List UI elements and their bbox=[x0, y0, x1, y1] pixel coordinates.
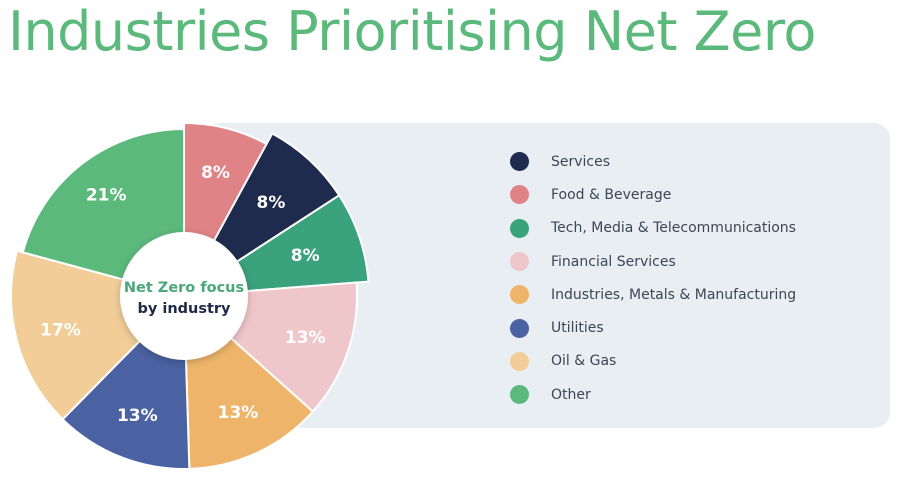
legend-item: Food & Beverage bbox=[510, 178, 796, 211]
legend-item: Oil & Gas bbox=[510, 345, 796, 378]
legend-swatch bbox=[510, 318, 529, 338]
legend-swatch bbox=[510, 185, 529, 205]
center-label-line-1: Net Zero focus bbox=[124, 280, 244, 296]
legend-item: Utilities bbox=[510, 311, 796, 344]
legend-item: Industries, Metals & Manufacturing bbox=[510, 278, 796, 311]
center-label-line-2: by industry bbox=[137, 301, 231, 317]
legend-label: Industries, Metals & Manufacturing bbox=[551, 286, 797, 303]
slice-value-label: 8% bbox=[291, 246, 320, 266]
slice-value-label: 21% bbox=[86, 185, 127, 205]
legend-label: Food & Beverage bbox=[551, 186, 672, 203]
slice-value-label: 8% bbox=[256, 193, 285, 213]
donut-center bbox=[120, 232, 248, 360]
legend-swatch bbox=[510, 385, 529, 405]
legend-swatch bbox=[510, 252, 529, 272]
donut-chart: 8% 8% 8% 13% 13% 13% 17% 21% Net Zero focus by … bbox=[10, 121, 370, 470]
legend: Services Food & Beverage Tech, Media & Tel… bbox=[510, 145, 796, 411]
legend-label: Other bbox=[551, 386, 591, 403]
legend-item: Financial Services bbox=[510, 245, 796, 278]
slice-value-label: 13% bbox=[218, 403, 259, 423]
legend-label: Oil & Gas bbox=[551, 353, 617, 370]
legend-label: Services bbox=[551, 153, 611, 170]
slice-value-label: 8% bbox=[201, 163, 230, 183]
slice-value-label: 17% bbox=[40, 320, 81, 340]
chart-title: Industries Prioritising Net Zero bbox=[8, 0, 816, 63]
legend-label: Financial Services bbox=[551, 253, 676, 270]
legend-label: Tech, Media & Telecommunications bbox=[551, 220, 796, 237]
legend-item: Services bbox=[510, 145, 796, 178]
legend-swatch bbox=[510, 218, 529, 238]
legend-item: Tech, Media & Telecommunications bbox=[510, 212, 796, 245]
legend-swatch bbox=[510, 351, 529, 371]
legend-swatch bbox=[510, 152, 529, 172]
slice-value-label: 13% bbox=[285, 328, 326, 348]
legend-swatch bbox=[510, 285, 529, 305]
legend-item: Other bbox=[510, 378, 796, 411]
slice-value-label: 13% bbox=[117, 406, 158, 426]
legend-label: Utilities bbox=[551, 320, 604, 337]
